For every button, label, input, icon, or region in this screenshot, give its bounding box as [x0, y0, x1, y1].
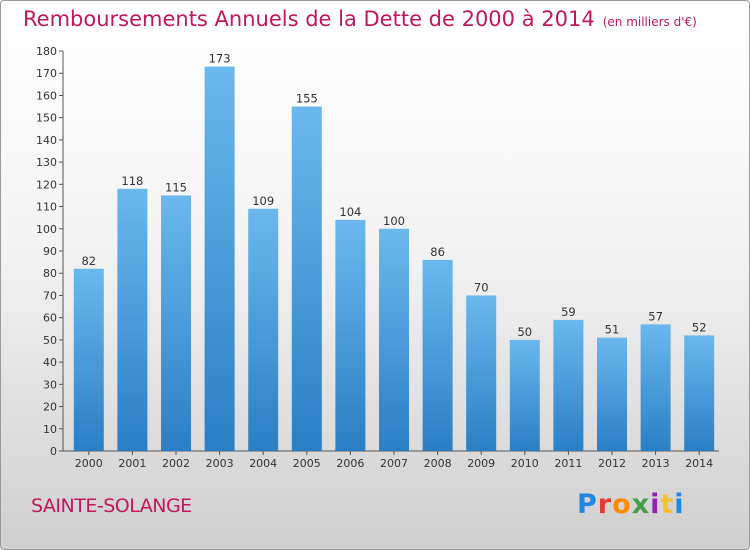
chart-subtitle: (en milliers d'€): [602, 15, 697, 29]
bars: [73, 66, 715, 452]
bar[interactable]: [379, 228, 409, 451]
x-tick-label: 2004: [249, 457, 277, 470]
logo-letter: t: [660, 489, 675, 520]
data-label: 57: [648, 309, 663, 323]
data-label: 59: [561, 305, 576, 319]
bar[interactable]: [161, 195, 191, 451]
data-label: 155: [296, 92, 318, 106]
y-tick-label: 150: [36, 112, 57, 125]
bar[interactable]: [640, 324, 671, 451]
data-label: 51: [605, 323, 620, 337]
x-tick-label: 2011: [554, 457, 582, 470]
y-tick-label: 130: [36, 156, 57, 169]
x-tick-label: 2014: [685, 457, 713, 470]
data-label: 104: [339, 205, 361, 219]
data-label: 115: [165, 180, 187, 194]
x-tick-label: 2003: [206, 457, 234, 470]
y-tick-label: 160: [36, 89, 57, 102]
y-tick-label: 100: [36, 223, 57, 236]
y-tick-label: 90: [43, 245, 57, 258]
y-tick-label: 60: [43, 312, 57, 325]
data-label: 118: [121, 174, 143, 188]
y-tick-label: 170: [36, 67, 57, 80]
logo-letter: o: [612, 489, 632, 520]
chart-title: Remboursements Annuels de la Dette de 20…: [23, 7, 697, 31]
x-tick-label: 2008: [424, 457, 452, 470]
bar[interactable]: [684, 335, 715, 451]
y-tick-label: 70: [43, 289, 57, 302]
logo-letter: P: [577, 489, 598, 520]
commune-name: SAINTE-SOLANGE: [31, 495, 192, 517]
bar[interactable]: [248, 208, 279, 451]
data-label: 86: [430, 245, 445, 259]
bar[interactable]: [73, 268, 104, 451]
bar[interactable]: [422, 259, 453, 451]
logo-letter: i: [650, 489, 661, 520]
bar[interactable]: [597, 337, 627, 451]
y-tick-label: 120: [36, 178, 57, 191]
y-tick-label: 140: [36, 134, 57, 147]
data-label: 100: [383, 214, 405, 228]
x-tick-label: 2006: [336, 457, 364, 470]
data-label: 173: [209, 52, 231, 66]
logo-letter: x: [631, 489, 651, 520]
bar[interactable]: [117, 188, 148, 451]
x-tick-label: 2012: [598, 457, 626, 470]
y-tick-label: 40: [43, 356, 57, 369]
x-tick-label: 2009: [467, 457, 495, 470]
data-label: 70: [474, 280, 489, 294]
bar[interactable]: [509, 339, 540, 451]
data-label: 109: [252, 194, 274, 208]
x-tick-label: 2001: [118, 457, 146, 470]
chart-title-text: Remboursements Annuels de la Dette de 20…: [23, 7, 595, 31]
logo-letter: i: [674, 489, 685, 520]
y-tick-label: 180: [36, 45, 57, 58]
y-tick-label: 30: [43, 378, 57, 391]
axes: 0 10 20 30 40 50 60 70 80 90 100 110 120 130 140 150 160…: [36, 45, 719, 470]
y-tick-label: 80: [43, 267, 57, 280]
x-tick-label: 2010: [511, 457, 539, 470]
data-label: 52: [692, 320, 707, 334]
logo-letter: r: [597, 489, 613, 520]
x-tick-label: 2005: [293, 457, 321, 470]
data-label: 50: [517, 325, 532, 339]
value-labels: 82 118 115 173 109 155 104 100 86 70 50 59 51 57 52: [81, 52, 706, 339]
y-tick-label: 10: [43, 423, 57, 436]
bar[interactable]: [466, 295, 497, 451]
x-tick-label: 2013: [642, 457, 670, 470]
data-label: 82: [81, 254, 96, 268]
proxiti-logo[interactable]: Proxiti: [577, 489, 685, 520]
bar[interactable]: [335, 219, 366, 451]
x-tick-label: 2002: [162, 457, 190, 470]
bar[interactable]: [291, 106, 322, 452]
x-tick-label: 2000: [75, 457, 103, 470]
y-tick-label: 20: [43, 401, 57, 414]
x-tick-label: 2007: [380, 457, 408, 470]
bar[interactable]: [553, 319, 584, 451]
y-tick-label: 0: [50, 445, 57, 458]
y-tick-label: 110: [36, 201, 57, 214]
bar[interactable]: [204, 66, 235, 452]
y-tick-label: 50: [43, 334, 57, 347]
